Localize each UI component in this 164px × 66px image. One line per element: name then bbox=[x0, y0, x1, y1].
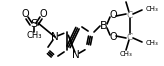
Text: CH₃: CH₃ bbox=[120, 0, 132, 1]
Text: CH₃: CH₃ bbox=[120, 51, 132, 57]
Text: N: N bbox=[51, 32, 59, 42]
Text: O: O bbox=[21, 9, 29, 19]
Text: CH₃: CH₃ bbox=[146, 40, 159, 46]
Text: O: O bbox=[39, 9, 47, 19]
Text: O: O bbox=[109, 32, 117, 42]
Text: CH₃: CH₃ bbox=[146, 6, 159, 12]
Text: B: B bbox=[100, 21, 108, 31]
Text: O: O bbox=[109, 10, 117, 20]
Text: C: C bbox=[127, 10, 133, 19]
Text: CH₃: CH₃ bbox=[26, 31, 42, 41]
Text: S: S bbox=[31, 19, 38, 29]
Text: C: C bbox=[127, 32, 133, 42]
Text: N: N bbox=[72, 50, 80, 60]
